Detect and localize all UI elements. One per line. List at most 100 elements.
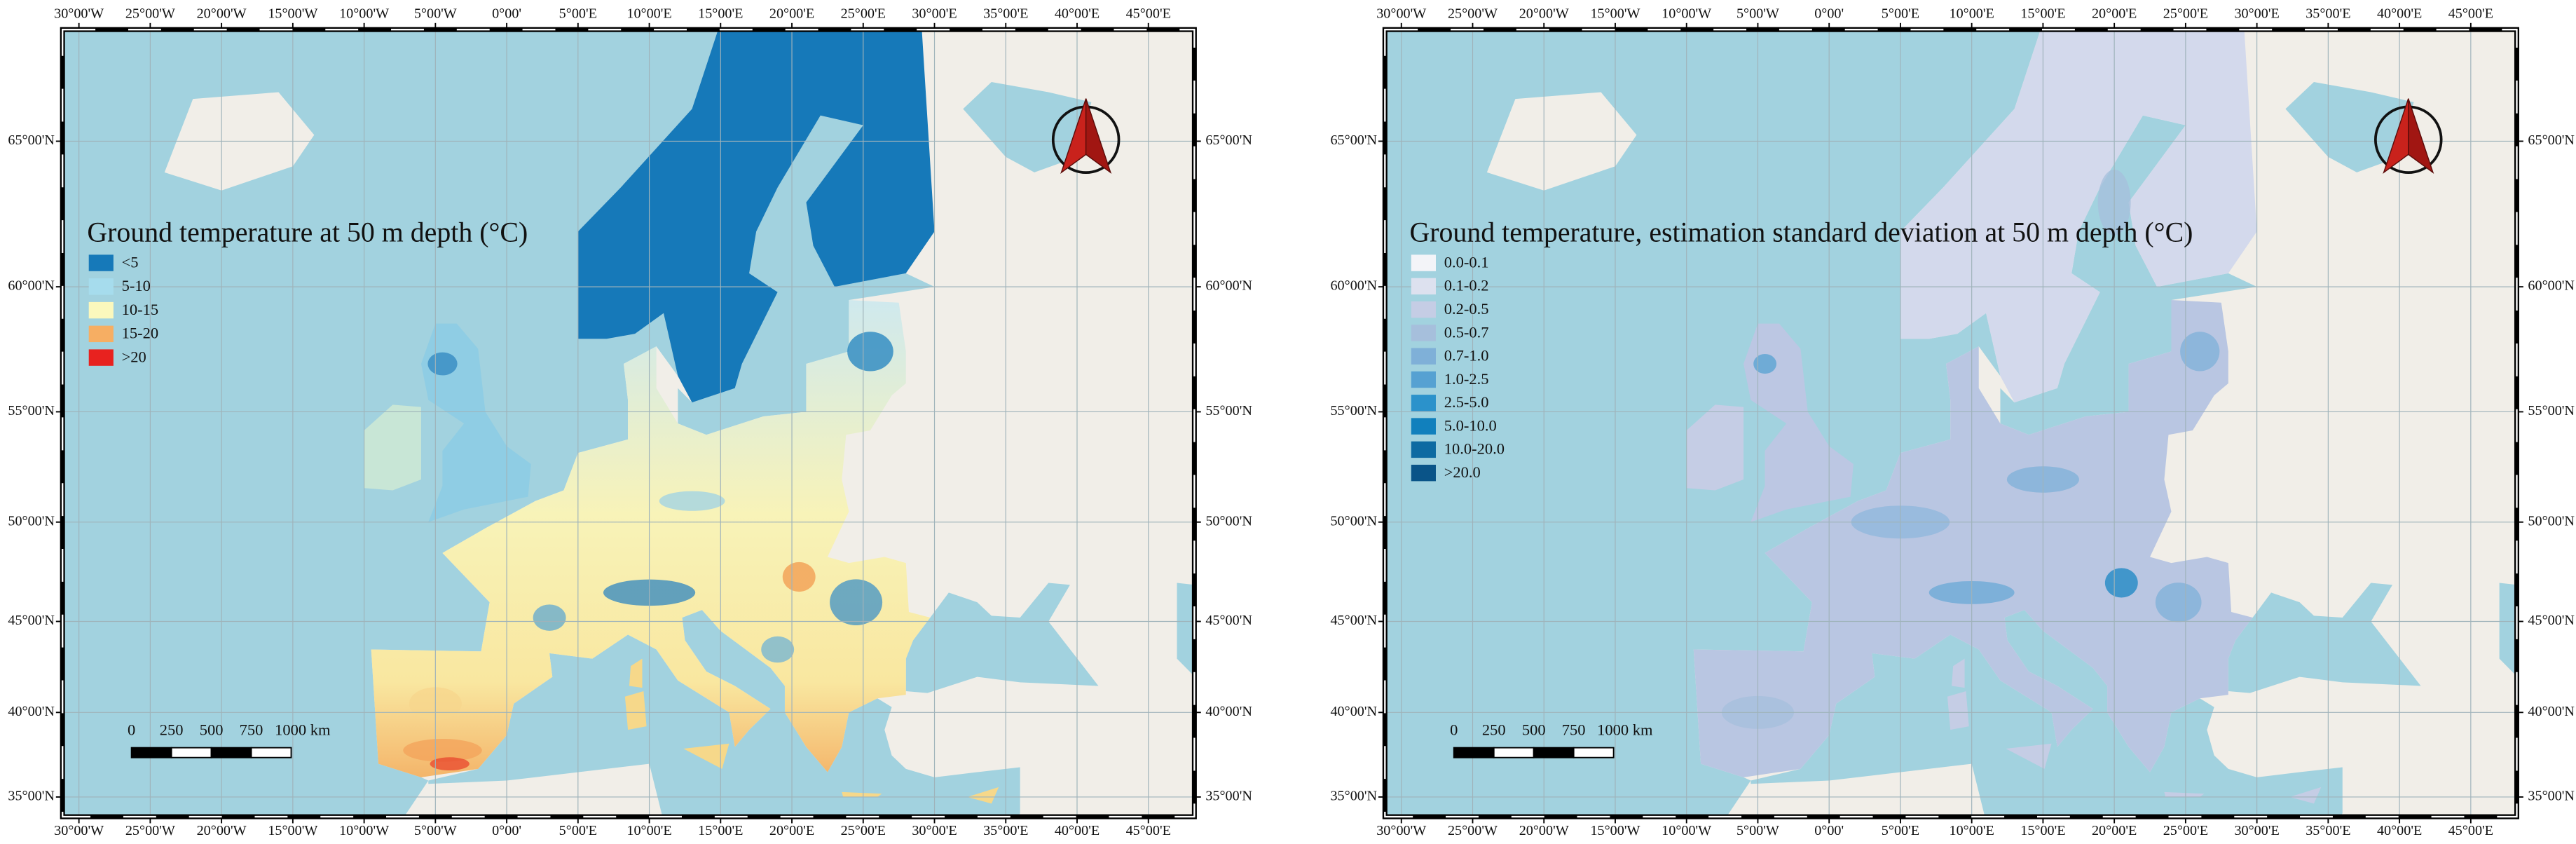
scale-segment [250, 747, 292, 758]
legend-label: 10.0-20.0 [1444, 440, 1505, 458]
coverage-patch [847, 332, 893, 372]
scale-label: 0 [128, 721, 135, 738]
legend-label: 0.0-0.1 [1444, 253, 1489, 271]
lon-tick-label: 35°00'E [983, 6, 1028, 22]
map-frame-inner [1384, 29, 2518, 818]
lon-tick-label: 20°00'E [2092, 823, 2137, 838]
legend-swatch [1411, 371, 1436, 388]
lat-tick-label: 50°00'N [1205, 513, 1252, 529]
scale-label: 750 [1562, 721, 1586, 738]
lon-tick-label: 40°00'E [1055, 823, 1099, 838]
lat-tick-label: 50°00'N [2528, 513, 2575, 529]
sea [2000, 115, 2257, 435]
map-panel: 30°00'W 30°00'W 25°00'W 25°00'W 20°00'W 20°00… [1330, 6, 2575, 838]
lon-tick-label: 20°00'W [1519, 6, 1569, 22]
lon-tick-label: 45°00'E [2448, 6, 2493, 22]
island [629, 658, 643, 688]
sea [905, 583, 1099, 693]
scale-segment [1533, 747, 1575, 758]
legend-swatch [1411, 395, 1436, 411]
lon-tick-label: 35°00'E [2306, 823, 2350, 838]
lon-tick-label: 30°00'W [1376, 6, 1426, 22]
lon-tick-label: 0°00' [492, 6, 521, 22]
lat-tick-label: 40°00'N [2528, 704, 2575, 719]
lon-tick-label: 30°00'E [912, 6, 957, 22]
lat-tick-label: 45°00'N [8, 613, 55, 628]
lon-tick-label: 10°00'E [1950, 823, 1994, 838]
lon-tick-label: 25°00'W [1448, 823, 1498, 838]
lon-tick-label: 5°00'E [559, 6, 597, 22]
scale-label: 500 [1522, 721, 1546, 738]
lon-tick-label: 15°00'E [698, 6, 743, 22]
lat-tick-label: 55°00'N [8, 403, 55, 418]
map-panel: 30°00'W 30°00'W 25°00'W 25°00'W 20°00'W 20°00… [8, 6, 1252, 838]
lat-tick-label: 40°00'N [8, 704, 55, 719]
lon-tick-label: 15°00'W [268, 823, 317, 838]
lon-tick-label: 5°00'W [1736, 6, 1779, 22]
legend-label: >20.0 [1444, 463, 1481, 481]
lat-tick-label: 60°00'N [8, 278, 55, 294]
legend-swatch [1411, 441, 1436, 458]
scale-label: 250 [1482, 721, 1506, 738]
lon-tick-label: 30°00'W [1376, 823, 1426, 838]
lon-tick-label: 15°00'E [698, 823, 743, 838]
scale-segment [1493, 747, 1535, 758]
lat-tick-label: 65°00'N [8, 132, 55, 148]
sea [1177, 583, 1195, 676]
lon-tick-label: 0°00' [1814, 6, 1844, 22]
legend-title: Ground temperature, estimation standard … [1409, 216, 2193, 247]
lat-tick-label: 40°00'N [1330, 704, 1377, 719]
scale-label: 750 [240, 721, 263, 738]
lat-tick-label: 55°00'N [1330, 403, 1377, 418]
sea [2228, 583, 2421, 693]
island [2164, 791, 2205, 797]
lon-tick-label: 0°00' [492, 823, 521, 838]
lon-tick-label: 15°00'W [1590, 6, 1640, 22]
lat-tick-label: 50°00'N [8, 513, 55, 529]
lon-tick-label: 45°00'E [1126, 6, 1171, 22]
lon-tick-label: 10°00'W [339, 6, 389, 22]
lon-tick-label: 10°00'W [1662, 6, 1711, 22]
legend-label: 5.0-10.0 [1444, 416, 1497, 434]
island [842, 791, 882, 797]
lat-tick-label: 55°00'N [1205, 403, 1252, 418]
legend-label: 15-20 [122, 325, 159, 342]
lon-tick-label: 35°00'E [983, 823, 1028, 838]
coverage [1743, 323, 1854, 522]
lon-tick-label: 35°00'E [2306, 6, 2350, 22]
coverage [364, 404, 421, 491]
north-arrow [2408, 98, 2434, 175]
lat-tick-label: 55°00'N [2528, 403, 2575, 418]
lon-tick-label: 5°00'E [1882, 6, 1919, 22]
lon-tick-label: 10°00'W [339, 823, 389, 838]
coverage-patch [782, 561, 816, 592]
lon-tick-label: 5°00'W [1736, 823, 1779, 838]
legend-swatch [1411, 464, 1436, 482]
scale-segment [1573, 747, 1615, 758]
legend-swatch [88, 254, 114, 271]
sea [963, 81, 1092, 172]
coverage [1900, 29, 2257, 403]
coverage [1693, 300, 2253, 777]
legend-swatch [88, 325, 114, 343]
lon-tick-label: 15°00'E [2020, 823, 2065, 838]
lon-tick-label: 40°00'E [2377, 823, 2422, 838]
lon-tick-label: 15°00'W [268, 6, 317, 22]
coverage-patch [659, 491, 725, 511]
lon-tick-label: 15°00'W [1590, 823, 1640, 838]
lat-tick-label: 60°00'N [1330, 278, 1377, 294]
lat-tick-label: 65°00'N [1205, 132, 1252, 148]
coverage-patch [2155, 583, 2202, 622]
lat-tick-label: 45°00'N [1330, 613, 1377, 628]
lon-tick-label: 40°00'E [1055, 6, 1099, 22]
legend-label: 0.5-0.7 [1444, 323, 1489, 341]
lon-tick-label: 20°00'W [197, 6, 247, 22]
lon-tick-label: 10°00'E [626, 6, 671, 22]
coverage-patch [1753, 353, 1777, 374]
lon-tick-label: 20°00'E [769, 823, 814, 838]
legend-label: 0.1-0.2 [1444, 277, 1489, 294]
coverage [1686, 404, 1744, 491]
lon-tick-label: 5°00'W [414, 6, 457, 22]
